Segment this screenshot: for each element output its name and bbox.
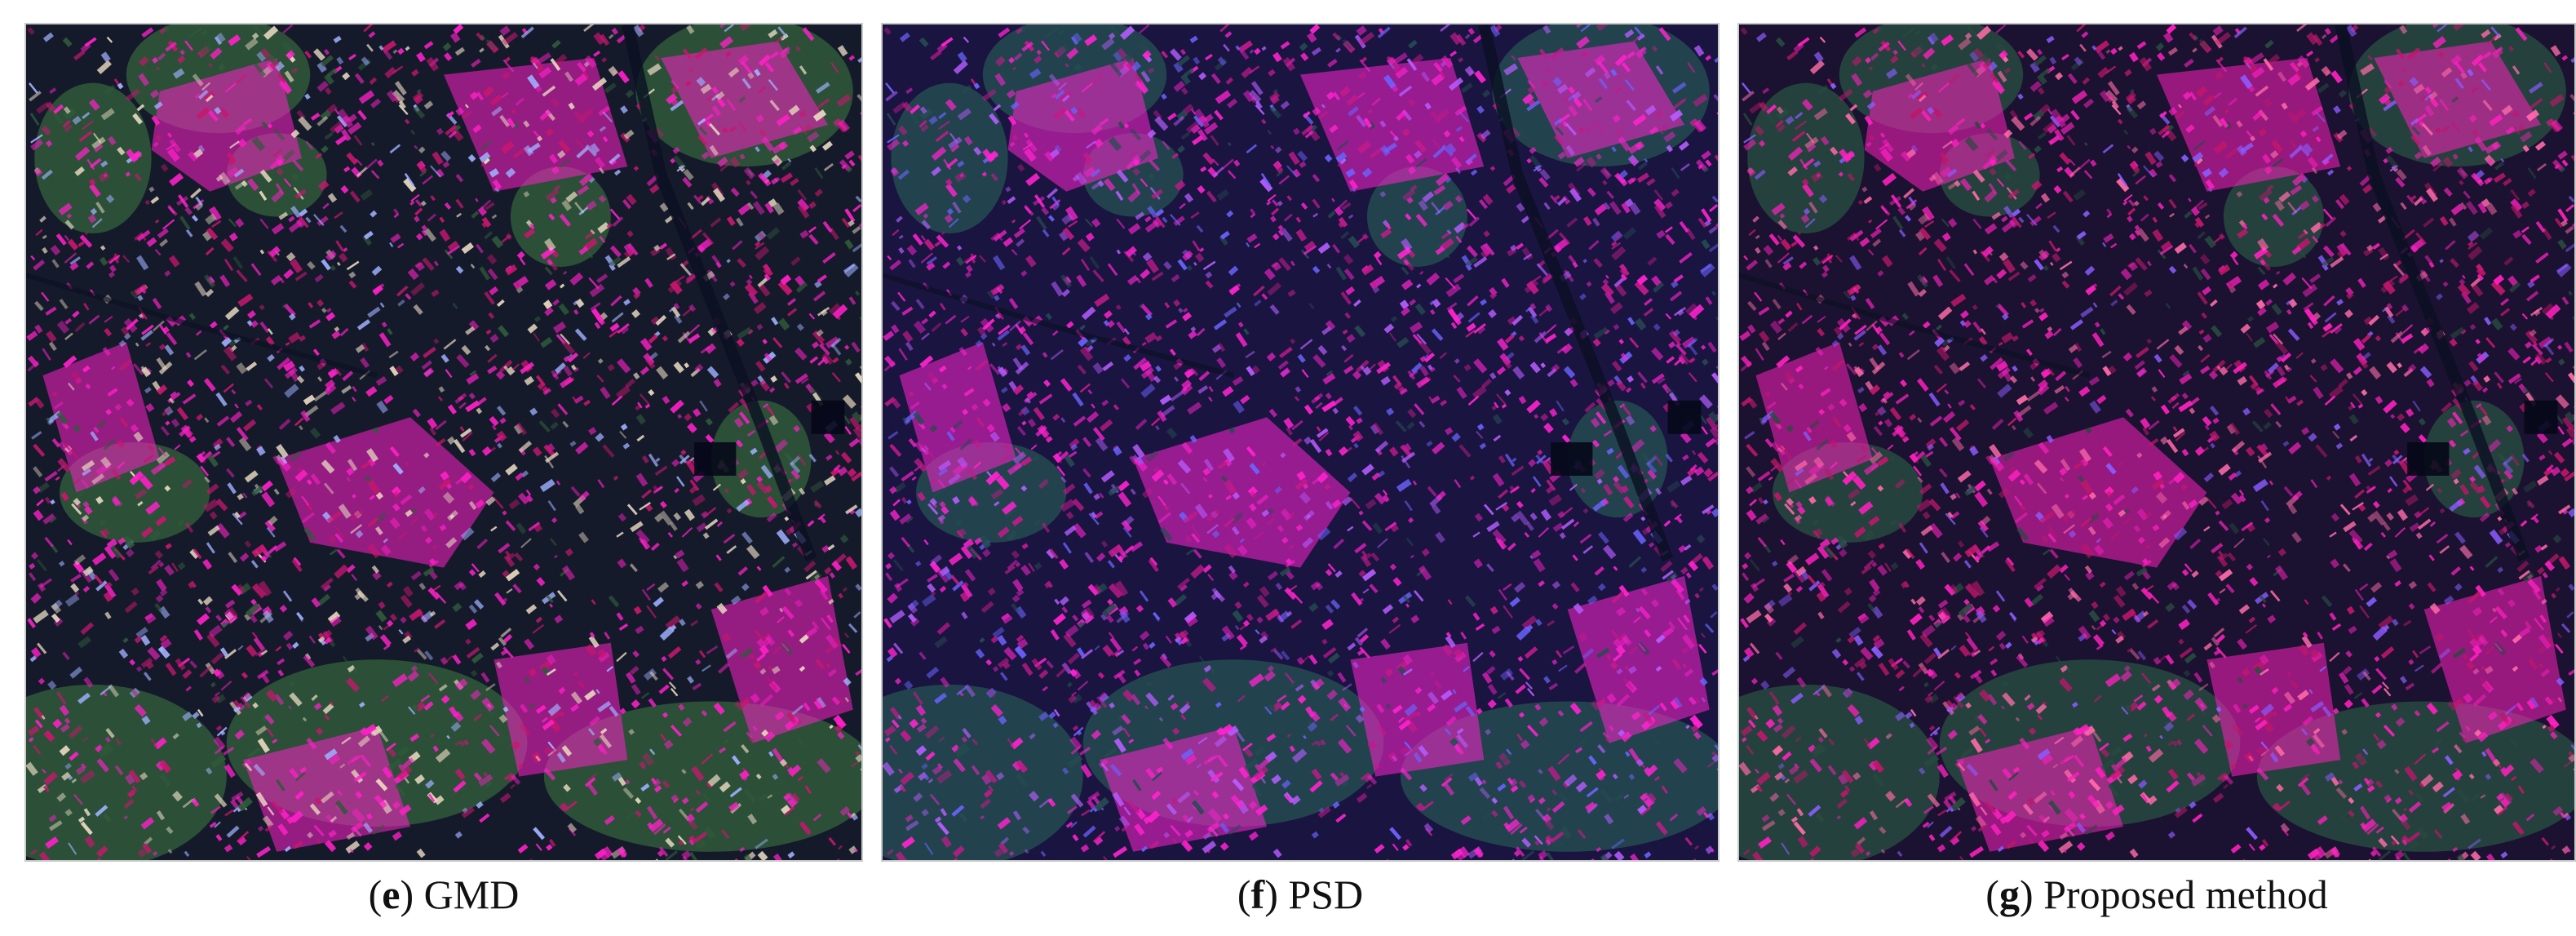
- caption-g-label: g: [1998, 872, 2020, 917]
- caption-f: (f) PSD: [1237, 872, 1364, 917]
- caption-g-title: Proposed method: [2043, 872, 2328, 917]
- panel-f-svg: [883, 24, 1718, 860]
- caption-f-label: f: [1250, 872, 1265, 917]
- panel-e-image: [24, 23, 863, 862]
- caption-e: (e) GMD: [368, 872, 520, 917]
- panel-f-image: [881, 23, 1720, 862]
- caption-f-title: PSD: [1288, 872, 1364, 917]
- caption-g: (g) Proposed method: [1985, 872, 2328, 917]
- panel-g-image: [1737, 23, 2576, 862]
- caption-e-label: e: [382, 872, 401, 917]
- panel-e-svg: [26, 24, 861, 860]
- panel-g-svg: [1739, 24, 2574, 860]
- caption-e-title: GMD: [423, 872, 520, 917]
